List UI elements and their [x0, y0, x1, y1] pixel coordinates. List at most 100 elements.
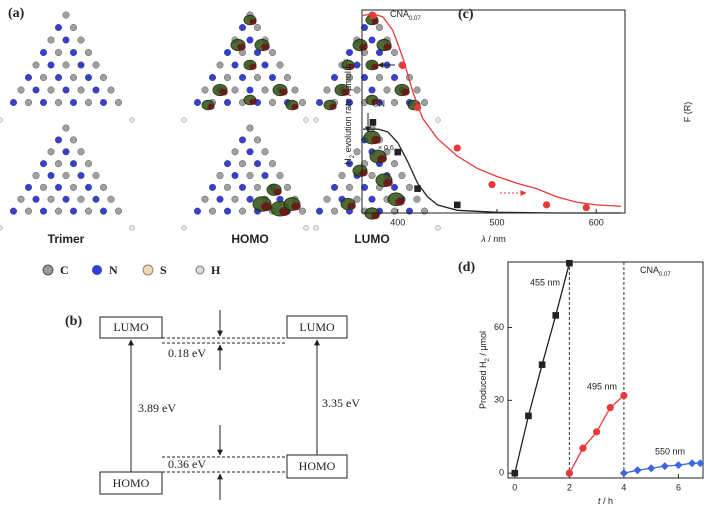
atom	[253, 136, 261, 144]
atom	[269, 49, 277, 57]
data-point	[696, 459, 705, 468]
atom	[77, 61, 85, 69]
orbital	[273, 188, 282, 196]
atom	[40, 49, 48, 57]
atom	[368, 86, 376, 94]
atom	[246, 86, 254, 94]
atom	[238, 24, 246, 32]
atom	[62, 124, 70, 132]
orbital	[249, 98, 257, 105]
atom	[313, 225, 319, 231]
atom	[69, 73, 77, 81]
atom	[284, 183, 292, 191]
annotation: CNA	[640, 265, 659, 275]
atom	[246, 124, 254, 132]
data-point	[488, 180, 496, 189]
panel-label: (c)	[458, 7, 474, 22]
orbital	[371, 212, 380, 220]
atom	[323, 195, 331, 203]
atom	[276, 61, 284, 69]
atom	[323, 86, 331, 94]
orbital	[371, 18, 379, 25]
column-label: Trimer	[48, 232, 85, 246]
orbital	[395, 197, 405, 206]
level-label: HOMO	[299, 459, 336, 473]
gap-label: 3.89 eV	[138, 401, 176, 415]
atom	[129, 225, 135, 231]
series-line	[362, 13, 622, 207]
atom	[291, 86, 299, 94]
atom	[353, 195, 361, 203]
atom	[25, 207, 33, 215]
atom	[361, 24, 369, 32]
panel-label: (a)	[8, 6, 25, 21]
gap-label: 0.18 eV	[168, 346, 206, 360]
atom	[55, 183, 63, 191]
x-axis-label-part: λ	[480, 234, 485, 244]
data-point	[394, 148, 402, 156]
atom	[346, 49, 354, 57]
atom	[25, 98, 33, 106]
atom	[201, 195, 209, 203]
atom	[238, 136, 246, 144]
atom	[246, 148, 254, 156]
series-label: 495 nm	[587, 381, 617, 391]
data-point	[688, 459, 697, 468]
atom	[391, 183, 399, 191]
series-line	[514, 263, 570, 474]
atom	[353, 61, 361, 69]
atom	[406, 183, 414, 191]
y-axis-label-part: 2	[350, 154, 356, 158]
atom	[361, 73, 369, 81]
molecules	[0, 11, 441, 231]
orbital	[219, 88, 228, 96]
atom	[376, 24, 384, 32]
atom	[55, 24, 63, 32]
atom	[84, 183, 92, 191]
data-point	[511, 469, 519, 477]
x-axis-label: t / h	[598, 496, 613, 506]
orbital	[249, 63, 257, 70]
legend-label: CNA0.07	[390, 9, 421, 21]
atom	[231, 148, 239, 156]
atom	[77, 148, 85, 156]
atom	[69, 183, 77, 191]
x-axis-label-part: / nm	[486, 234, 506, 244]
atom	[316, 98, 324, 106]
series-label: 550 nm	[655, 446, 685, 456]
atom	[92, 86, 100, 94]
legend-label: CNA	[390, 9, 409, 19]
atom	[32, 61, 40, 69]
atom	[338, 171, 346, 179]
atom	[99, 98, 107, 106]
orbital	[383, 43, 392, 51]
atom	[223, 73, 231, 81]
atom	[92, 61, 100, 69]
atom	[331, 207, 339, 215]
x-tick-label: 4	[621, 482, 626, 492]
data-point	[414, 185, 421, 192]
atom	[55, 98, 63, 106]
annotation-sub: 0.07	[659, 272, 671, 278]
orbital	[383, 178, 393, 187]
atom	[253, 73, 261, 81]
atom	[84, 73, 92, 81]
atom	[9, 98, 17, 106]
atom	[216, 195, 224, 203]
atom	[231, 61, 239, 69]
atom	[368, 36, 376, 44]
atom	[276, 171, 284, 179]
atom	[391, 73, 399, 81]
atom	[261, 86, 269, 94]
panel-label: (d)	[458, 260, 475, 275]
atom	[223, 49, 231, 57]
atom	[193, 98, 201, 106]
level-box	[99, 316, 163, 339]
atom	[32, 86, 40, 94]
atom	[62, 11, 70, 19]
atom	[346, 73, 354, 81]
atom	[40, 207, 48, 215]
data-point	[620, 391, 628, 400]
atom-key	[142, 264, 154, 276]
atom	[299, 207, 307, 215]
